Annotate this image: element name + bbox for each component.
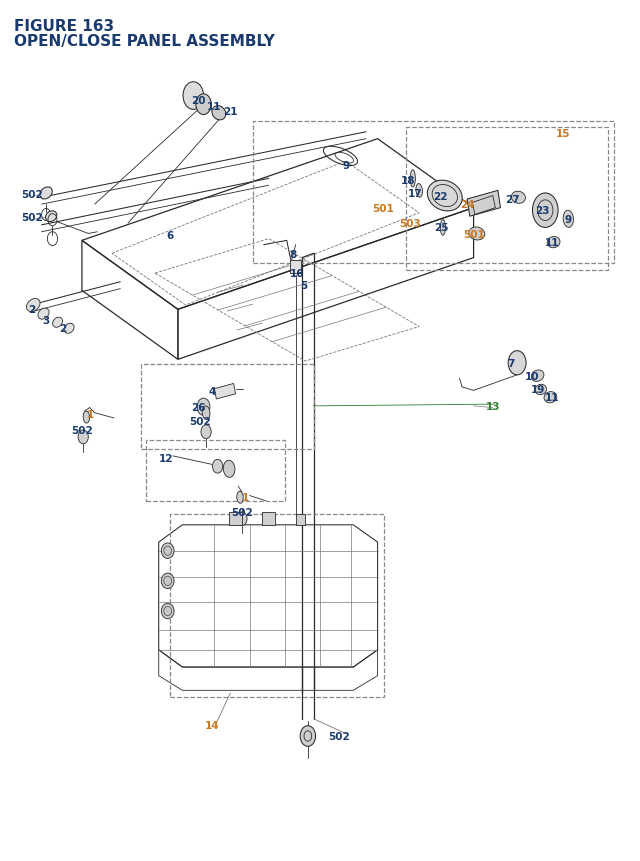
- Ellipse shape: [535, 385, 547, 395]
- Text: 2: 2: [59, 324, 67, 334]
- Text: 502: 502: [71, 425, 93, 436]
- Ellipse shape: [428, 181, 462, 212]
- Polygon shape: [467, 191, 500, 217]
- Ellipse shape: [45, 212, 57, 222]
- Ellipse shape: [440, 220, 445, 236]
- Text: 10: 10: [525, 371, 540, 381]
- Ellipse shape: [563, 211, 573, 228]
- Ellipse shape: [511, 192, 525, 204]
- Polygon shape: [214, 384, 236, 400]
- Ellipse shape: [64, 324, 74, 334]
- Text: 4: 4: [209, 387, 216, 397]
- Bar: [406, 127, 608, 270]
- Ellipse shape: [544, 392, 557, 404]
- Text: 5: 5: [300, 281, 307, 291]
- Text: 17: 17: [408, 189, 422, 199]
- Circle shape: [197, 399, 210, 416]
- Text: 20: 20: [191, 96, 205, 106]
- Text: 19: 19: [531, 385, 545, 395]
- Ellipse shape: [469, 227, 484, 241]
- Text: 3: 3: [42, 315, 50, 325]
- Bar: [146, 441, 285, 501]
- Bar: [253, 122, 614, 263]
- Text: 501: 501: [372, 204, 394, 214]
- Text: 12: 12: [159, 453, 173, 463]
- Text: 502: 502: [21, 189, 43, 200]
- Circle shape: [212, 460, 223, 474]
- Text: 7: 7: [507, 358, 515, 369]
- Text: 502: 502: [328, 731, 350, 741]
- Text: 22: 22: [433, 191, 447, 201]
- Circle shape: [201, 425, 211, 439]
- Text: 25: 25: [435, 223, 449, 233]
- Ellipse shape: [410, 170, 415, 188]
- Ellipse shape: [52, 318, 63, 328]
- Ellipse shape: [40, 188, 52, 200]
- Ellipse shape: [237, 492, 243, 504]
- Text: 503: 503: [399, 219, 420, 229]
- Circle shape: [237, 512, 247, 526]
- Ellipse shape: [547, 237, 560, 249]
- Text: 27: 27: [505, 195, 519, 205]
- Bar: [296, 515, 305, 525]
- Text: 18: 18: [401, 176, 415, 186]
- Text: 24: 24: [460, 200, 474, 210]
- Ellipse shape: [202, 406, 210, 420]
- Ellipse shape: [212, 107, 226, 121]
- Circle shape: [78, 430, 88, 444]
- Ellipse shape: [161, 573, 174, 589]
- Text: 502: 502: [231, 507, 253, 517]
- Circle shape: [300, 726, 316, 746]
- Text: 11: 11: [545, 238, 559, 248]
- Ellipse shape: [531, 370, 544, 382]
- Ellipse shape: [161, 543, 174, 559]
- Text: 501: 501: [463, 230, 484, 240]
- Bar: [262, 512, 275, 525]
- Text: 21: 21: [223, 107, 237, 117]
- Text: 15: 15: [556, 128, 570, 139]
- Ellipse shape: [416, 184, 422, 198]
- Text: 13: 13: [486, 401, 500, 412]
- Text: 23: 23: [536, 206, 550, 216]
- Ellipse shape: [26, 299, 40, 313]
- Text: 1: 1: [242, 492, 250, 503]
- Text: 502: 502: [21, 213, 43, 223]
- Text: OPEN/CLOSE PANEL ASSEMBLY: OPEN/CLOSE PANEL ASSEMBLY: [14, 34, 275, 49]
- Text: 9: 9: [342, 160, 349, 170]
- Bar: [229, 512, 242, 525]
- Text: 11: 11: [207, 102, 221, 112]
- Ellipse shape: [83, 412, 90, 424]
- Text: 502: 502: [189, 417, 211, 427]
- Text: FIGURE 163: FIGURE 163: [14, 19, 114, 34]
- Bar: [170, 515, 384, 697]
- Circle shape: [183, 83, 204, 110]
- Text: 9: 9: [564, 214, 572, 225]
- Circle shape: [196, 95, 211, 115]
- Text: 8: 8: [289, 250, 297, 260]
- Circle shape: [532, 194, 558, 228]
- Bar: [290, 261, 301, 274]
- Text: 16: 16: [290, 269, 304, 279]
- Text: 2: 2: [28, 305, 36, 315]
- Text: 26: 26: [191, 402, 205, 412]
- Text: 1: 1: [87, 410, 95, 420]
- Ellipse shape: [161, 604, 174, 619]
- Text: 11: 11: [545, 393, 559, 403]
- Circle shape: [508, 351, 526, 375]
- Ellipse shape: [38, 309, 49, 319]
- Text: 14: 14: [205, 720, 220, 730]
- Text: 6: 6: [166, 231, 173, 241]
- Bar: [141, 365, 314, 449]
- Ellipse shape: [223, 461, 235, 478]
